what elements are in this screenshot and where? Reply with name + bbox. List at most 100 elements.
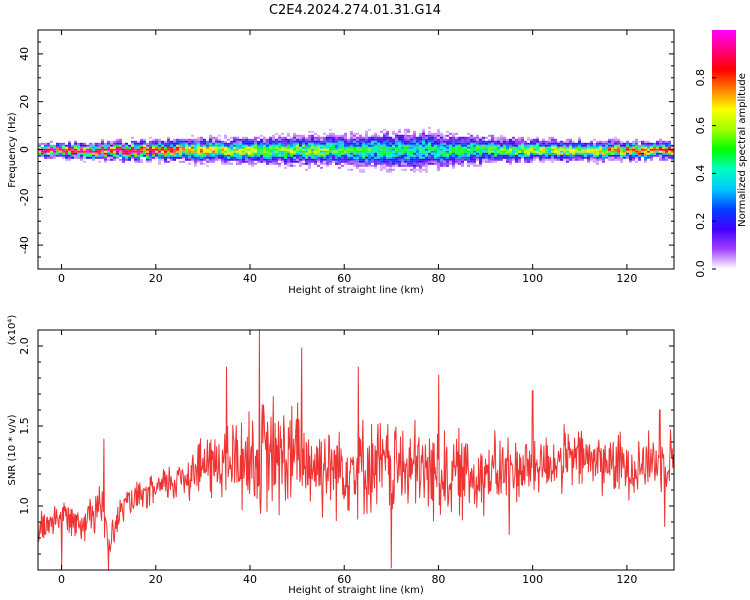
spectrogram-cell xyxy=(629,142,632,145)
spectrogram-cell xyxy=(620,154,623,157)
spectrogram-cell xyxy=(416,162,419,165)
chart-title: C2E4.2024.274.01.31.G14 xyxy=(269,3,441,18)
spectrogram-cell xyxy=(506,144,509,147)
spectrogram-cell xyxy=(503,138,506,141)
spectrogram-cell xyxy=(587,156,590,159)
spectrogram-cell xyxy=(371,158,374,161)
spectrogram-cell xyxy=(377,140,380,143)
spectrogram-cell xyxy=(494,154,497,157)
spectrogram-cell xyxy=(278,158,281,161)
spectrogram-cell xyxy=(338,166,341,169)
spectrogram-cell xyxy=(266,142,269,145)
spectrogram-cell xyxy=(233,152,236,155)
spectrogram-cell xyxy=(182,156,185,159)
spectrogram-cell xyxy=(656,150,659,153)
snr-ytick-label: 1.0 xyxy=(18,497,31,515)
spectrogram-cell xyxy=(170,144,173,147)
spectrogram-cell xyxy=(614,154,617,157)
spectrogram-cell xyxy=(497,150,500,153)
spectrogram-cell xyxy=(506,138,509,141)
spectrogram-cell xyxy=(320,160,323,163)
spectrogram-cell xyxy=(236,158,239,161)
spectrogram-cell xyxy=(71,154,74,157)
spectrogram-ytick-label: 40 xyxy=(18,47,31,61)
spectrogram-cell xyxy=(422,130,425,133)
spectrogram-cell xyxy=(407,164,410,167)
spectrogram-cell xyxy=(413,168,416,171)
spectrogram-cell xyxy=(233,146,236,149)
spectrogram-cell xyxy=(233,158,236,161)
spectrogram-cell xyxy=(158,138,161,141)
spectrogram-cell xyxy=(44,146,47,149)
spectrogram-cell xyxy=(125,154,128,157)
spectrogram-cell xyxy=(629,158,632,161)
spectrogram-cell xyxy=(218,148,221,151)
spectrogram-cell xyxy=(179,150,182,153)
spectrogram-cell xyxy=(212,152,215,155)
spectrogram-cell xyxy=(434,146,437,149)
spectrogram-cell xyxy=(266,158,269,161)
spectrogram-cell xyxy=(497,152,500,155)
spectrogram-cell xyxy=(278,148,281,151)
spectrogram-cell xyxy=(392,168,395,171)
spectrogram-cell xyxy=(176,142,179,145)
spectrogram-cell xyxy=(518,152,521,155)
spectrogram-cell xyxy=(170,142,173,145)
spectrogram-cell xyxy=(215,150,218,153)
spectrogram-cell xyxy=(248,162,251,165)
spectrogram-cell xyxy=(185,146,188,149)
spectrogram-cell xyxy=(503,142,506,145)
spectrogram-cell xyxy=(254,156,257,159)
spectrogram-cell xyxy=(308,142,311,145)
spectrogram-cell xyxy=(287,142,290,145)
spectrogram-cell xyxy=(491,154,494,157)
spectrogram-cell xyxy=(263,160,266,163)
spectrogram-cell xyxy=(95,142,98,145)
spectrogram-cell xyxy=(215,136,218,139)
spectrogram-cell xyxy=(62,150,65,153)
spectrogram-cell xyxy=(44,152,47,155)
spectrogram-cell xyxy=(461,142,464,145)
spectrogram-cell xyxy=(227,146,230,149)
spectrogram-cell xyxy=(404,136,407,139)
spectrogram-cell xyxy=(284,160,287,163)
spectrogram-cell xyxy=(431,142,434,145)
spectrogram-cell xyxy=(374,148,377,151)
spectrogram-cell xyxy=(545,154,548,157)
spectrogram-cell xyxy=(596,146,599,149)
spectrogram-cell xyxy=(284,136,287,139)
spectrogram-cell xyxy=(356,142,359,145)
spectrogram-cell xyxy=(158,162,161,165)
spectrogram-cell xyxy=(92,146,95,149)
spectrogram-cell xyxy=(440,150,443,153)
spectrogram-cell xyxy=(197,154,200,157)
spectrogram-cell xyxy=(410,150,413,153)
spectrogram-cell xyxy=(533,146,536,149)
spectrogram-cell xyxy=(428,148,431,151)
spectrogram-cell xyxy=(98,146,101,149)
spectrogram-cell xyxy=(155,156,158,159)
spectrogram-cell xyxy=(266,148,269,151)
spectrogram-cell xyxy=(158,158,161,161)
spectrogram-cell xyxy=(488,142,491,145)
spectrogram-cell xyxy=(341,160,344,163)
spectrogram-cell xyxy=(452,138,455,141)
spectrogram-cell xyxy=(374,146,377,149)
snr-scale-label: (x10⁴) xyxy=(7,315,18,346)
spectrogram-cell xyxy=(617,158,620,161)
spectrogram-cell xyxy=(473,142,476,145)
spectrogram-cell xyxy=(521,136,524,139)
spectrogram-cell xyxy=(275,162,278,165)
spectrogram-cell xyxy=(389,158,392,161)
spectrogram-cell xyxy=(221,140,224,143)
spectrogram-cell xyxy=(284,146,287,149)
spectrogram-cell xyxy=(395,140,398,143)
spectrogram-cell xyxy=(221,156,224,159)
spectrogram-cell xyxy=(149,144,152,147)
spectrogram-cell xyxy=(164,156,167,159)
spectrogram-cell xyxy=(533,156,536,159)
spectrogram-cell xyxy=(404,142,407,145)
spectrogram-cell xyxy=(50,140,53,143)
spectrogram-cell xyxy=(95,148,98,151)
spectrogram-cell xyxy=(164,142,167,145)
